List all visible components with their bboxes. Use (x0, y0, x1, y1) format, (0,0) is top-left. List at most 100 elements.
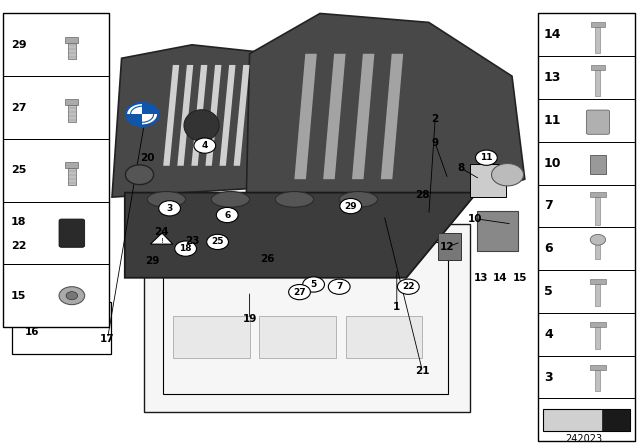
Text: 29: 29 (344, 202, 357, 211)
Text: 11: 11 (480, 153, 493, 162)
Circle shape (125, 165, 154, 185)
Circle shape (476, 150, 497, 165)
Polygon shape (112, 45, 291, 197)
FancyBboxPatch shape (65, 162, 78, 168)
FancyBboxPatch shape (589, 155, 606, 174)
Polygon shape (126, 114, 142, 125)
Text: 29: 29 (11, 40, 26, 50)
Polygon shape (352, 54, 374, 179)
Text: 6: 6 (224, 211, 230, 220)
FancyBboxPatch shape (595, 370, 600, 392)
Polygon shape (246, 13, 525, 215)
Text: 3: 3 (166, 204, 173, 213)
FancyBboxPatch shape (586, 110, 609, 134)
Text: 7: 7 (544, 199, 553, 212)
Polygon shape (205, 65, 221, 166)
Text: 10: 10 (468, 214, 482, 224)
Text: 13: 13 (544, 71, 561, 84)
FancyBboxPatch shape (595, 284, 600, 306)
Text: 22: 22 (402, 282, 415, 291)
Polygon shape (163, 65, 179, 166)
Ellipse shape (184, 110, 219, 141)
Text: 8: 8 (457, 163, 465, 173)
Polygon shape (381, 54, 403, 179)
FancyBboxPatch shape (68, 168, 76, 185)
Text: 14: 14 (544, 28, 561, 41)
FancyBboxPatch shape (595, 197, 600, 225)
Text: 1: 1 (393, 302, 401, 312)
Text: 18: 18 (179, 244, 192, 253)
FancyBboxPatch shape (259, 316, 336, 358)
FancyBboxPatch shape (595, 27, 600, 53)
Text: 22: 22 (11, 241, 26, 250)
Circle shape (590, 234, 605, 245)
Text: 25: 25 (11, 165, 26, 175)
Ellipse shape (275, 192, 314, 207)
Circle shape (216, 207, 238, 223)
Text: 10: 10 (544, 157, 561, 170)
FancyBboxPatch shape (3, 13, 109, 327)
Text: 15: 15 (11, 291, 26, 301)
Polygon shape (144, 224, 470, 412)
Polygon shape (142, 103, 158, 114)
Text: 11: 11 (544, 114, 561, 127)
FancyBboxPatch shape (595, 242, 600, 258)
Text: 29: 29 (145, 256, 159, 266)
FancyBboxPatch shape (65, 37, 78, 43)
Polygon shape (150, 233, 173, 244)
FancyBboxPatch shape (68, 43, 76, 59)
Circle shape (59, 287, 84, 305)
Text: 242023: 242023 (565, 435, 602, 444)
FancyBboxPatch shape (538, 13, 635, 441)
FancyBboxPatch shape (595, 69, 600, 95)
Polygon shape (220, 65, 236, 166)
Circle shape (194, 138, 216, 153)
Text: 26: 26 (260, 254, 275, 264)
Polygon shape (294, 54, 317, 179)
Text: 9: 9 (431, 138, 439, 148)
Circle shape (159, 201, 180, 216)
FancyBboxPatch shape (595, 327, 600, 349)
Polygon shape (191, 65, 207, 166)
Circle shape (492, 164, 524, 186)
Polygon shape (234, 65, 250, 166)
Text: 7: 7 (336, 282, 342, 291)
Text: 28: 28 (415, 190, 429, 200)
FancyBboxPatch shape (346, 316, 422, 358)
FancyBboxPatch shape (590, 279, 605, 284)
Circle shape (340, 198, 362, 214)
Circle shape (328, 279, 350, 294)
FancyBboxPatch shape (589, 192, 606, 197)
Text: 19: 19 (243, 314, 257, 324)
Polygon shape (602, 409, 630, 431)
Text: 23: 23 (185, 236, 199, 246)
Text: 20: 20 (140, 153, 154, 163)
Circle shape (66, 292, 77, 300)
Text: 5: 5 (310, 280, 317, 289)
Text: 2: 2 (431, 114, 439, 124)
FancyBboxPatch shape (591, 65, 605, 69)
Text: 25: 25 (211, 237, 224, 246)
Text: 12: 12 (440, 242, 454, 252)
Circle shape (303, 277, 324, 292)
Text: 6: 6 (544, 242, 552, 255)
Text: !: ! (161, 238, 163, 245)
FancyBboxPatch shape (590, 365, 605, 370)
Text: 27: 27 (11, 103, 26, 112)
Text: 18: 18 (11, 217, 26, 227)
Text: 16: 16 (25, 327, 39, 337)
Ellipse shape (339, 192, 378, 207)
Ellipse shape (211, 192, 250, 207)
Polygon shape (438, 233, 461, 260)
FancyBboxPatch shape (68, 105, 76, 122)
Text: 4: 4 (544, 328, 553, 341)
Polygon shape (543, 409, 630, 431)
Circle shape (126, 103, 158, 125)
Text: 15: 15 (513, 273, 527, 283)
FancyBboxPatch shape (591, 22, 605, 27)
FancyBboxPatch shape (477, 211, 518, 251)
FancyBboxPatch shape (65, 99, 78, 105)
FancyBboxPatch shape (173, 316, 250, 358)
Circle shape (207, 234, 228, 250)
Ellipse shape (147, 192, 186, 207)
